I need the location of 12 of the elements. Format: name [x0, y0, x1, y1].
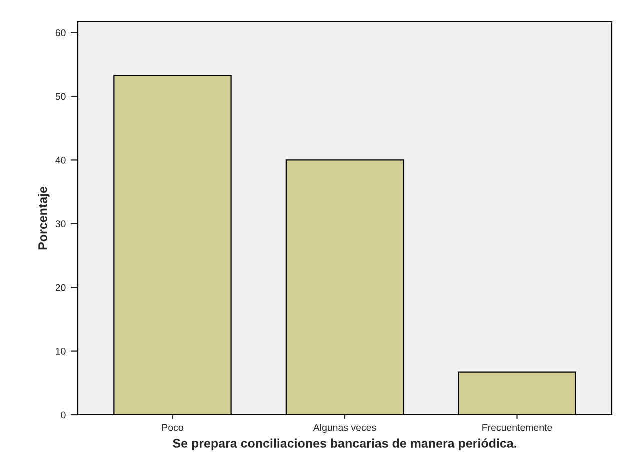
y-tick-label: 60	[56, 30, 66, 36]
y-tick-label: 10	[56, 348, 66, 355]
x-axis-title: Se prepara conciliaciones bancarias de manera periódica.	[173, 438, 516, 450]
y-tick-label: 20	[56, 284, 66, 292]
y-axis-title: Porcentaje	[38, 186, 50, 250]
x-tick-label: Frecuentemente	[482, 424, 552, 432]
y-tick-label: 50	[56, 93, 66, 100]
x-tick-label: Poco	[162, 424, 184, 432]
y-tick-label: 0	[61, 412, 66, 419]
y-tick-label: 40	[56, 156, 66, 164]
x-tick-label: Algunas veces	[313, 424, 376, 434]
y-tick-label: 30	[56, 220, 66, 228]
